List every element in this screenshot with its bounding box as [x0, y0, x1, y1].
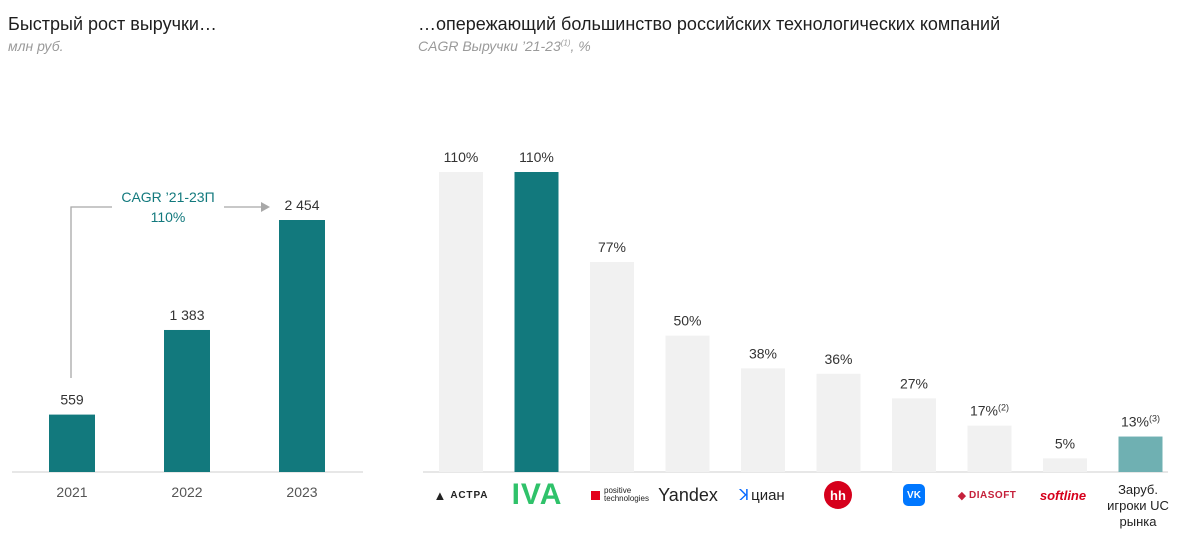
right-chart-title: …опережающий большинство российских техн…: [418, 14, 1001, 34]
cagr-value-label: 36%: [824, 351, 852, 367]
cian-label: циан: [751, 486, 785, 504]
revenue-value-label: 2 454: [284, 197, 319, 213]
logo-vk: VK: [902, 480, 926, 510]
cagr-bar: [590, 262, 634, 472]
logo-astra: ▲ АСТРА: [426, 480, 496, 510]
left-chart-subtitle: млн руб.: [8, 38, 64, 54]
astra-icon: ▲: [433, 487, 447, 503]
cagr-value-note: (3): [1149, 414, 1160, 424]
left-chart-title: Быстрый рост выручки…: [8, 14, 217, 34]
cagr-value-label: 13%(3): [1121, 414, 1160, 430]
year-tick-label: 2021: [56, 484, 87, 500]
cagr-label-line2: 110%: [151, 209, 186, 225]
cagr-value-label: 50%: [673, 313, 701, 329]
right-subtitle-suffix: , %: [570, 38, 591, 54]
year-tick-label: 2023: [286, 484, 317, 500]
cagr-bar: [665, 335, 710, 472]
cagr-bar: [741, 368, 785, 472]
cagr-value-label: 110%: [444, 149, 479, 165]
diasoft-label: DIASOFT: [969, 489, 1017, 501]
revenue-bar-2022: [164, 329, 210, 472]
cagr-value-label: 27%: [900, 375, 928, 391]
revenue-value-label: 1 383: [169, 307, 204, 323]
diasoft-icon: ◆: [957, 489, 967, 502]
pt-label-line2: technologies: [604, 494, 649, 503]
logo-hh: hh: [822, 480, 854, 510]
logo-diasoft: ◆ DIASOFT: [952, 480, 1022, 510]
cagr-bar: [439, 172, 483, 472]
iva-label: IVA: [511, 478, 563, 511]
year-tick-label: 2022: [171, 484, 202, 500]
revenue-bar-2021: [49, 414, 95, 472]
cagr-bar: [514, 172, 559, 472]
logo-iva: IVA: [504, 478, 570, 511]
pt-label-line1: positive: [604, 486, 632, 495]
cagr-value-note: (2): [998, 403, 1009, 413]
cagr-value-label: 110%: [519, 149, 554, 165]
softline-label: softline: [1039, 487, 1087, 503]
vk-label: VK: [903, 484, 925, 506]
right-subtitle-note: (1): [560, 38, 571, 48]
logo-softline: softline: [1034, 480, 1092, 510]
logo-positive-technologies: positive technologies: [584, 480, 656, 510]
cagr-value-label: 5%: [1055, 435, 1075, 451]
cagr-bar: [967, 425, 1012, 472]
cagr-label-line1: CAGR ’21-23П: [121, 189, 214, 205]
logo-yandex: Yandex: [658, 480, 718, 510]
revenue-value-label: 559: [60, 392, 84, 408]
cagr-arrow-line: [70, 206, 112, 378]
yandex-label: Yandex: [658, 484, 718, 505]
cagr-value-label: 38%: [749, 345, 777, 361]
cagr-value-label: 77%: [598, 239, 626, 255]
logo-cian: ꓘ циан: [734, 480, 790, 510]
cagr-arrowhead: [261, 202, 270, 212]
astra-label: АСТРА: [450, 489, 489, 501]
cagr-bar: [1043, 458, 1087, 472]
right-subtitle-text: CAGR Выручки ’21-23: [418, 38, 561, 54]
cagr-value-label: 17%(2): [970, 403, 1009, 419]
pt-square-icon: [591, 490, 601, 500]
foreign-players-label: Заруб. игроки UC рынка: [1107, 482, 1169, 529]
cagr-bar: [816, 373, 861, 472]
right-chart-subtitle: CAGR Выручки ’21-23(1), %: [418, 38, 591, 54]
cian-icon: ꓘ: [739, 487, 750, 504]
hh-label: hh: [824, 481, 852, 509]
cagr-bar: [892, 398, 936, 472]
revenue-bar-2023: [279, 220, 325, 472]
cagr-bar: [1118, 436, 1163, 472]
pt-label: positive technologies: [604, 487, 649, 503]
